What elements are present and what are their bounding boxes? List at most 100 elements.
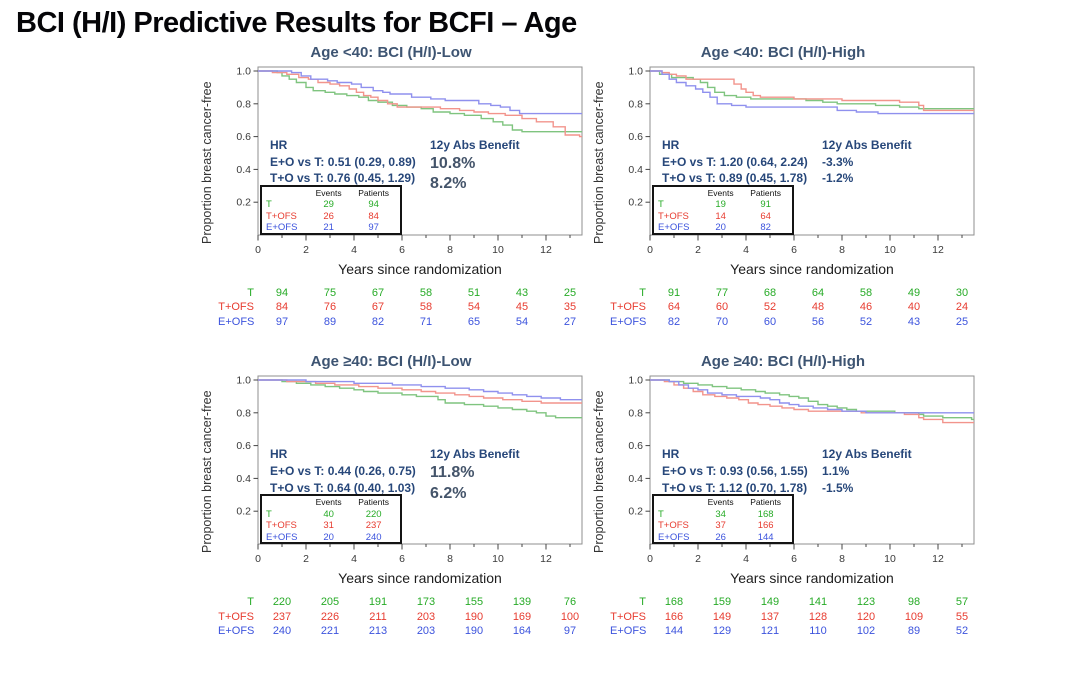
benefit-heading: 12y Abs Benefit bbox=[430, 447, 520, 462]
abs-benefit-annotation: 12y Abs Benefit 11.8% 6.2% bbox=[430, 446, 520, 504]
km-panel-age-lt40-high: Age <40: BCI (H/I)-High Proportion breas… bbox=[588, 44, 980, 330]
risk-count: 27 bbox=[563, 315, 577, 328]
panel-title: Age ≥40: BCI (H/I)-High bbox=[700, 353, 866, 371]
svg-text:0.2: 0.2 bbox=[236, 197, 251, 209]
y-axis-label: Proportion breast cancer-free bbox=[200, 391, 214, 554]
risk-count: 43 bbox=[515, 286, 529, 299]
inset-header-patients: Patients bbox=[358, 497, 389, 508]
km-plot-svg: 1.0 0.8 0.6 0.4 0.2 0 2 4 6 8 10 12 bbox=[236, 375, 583, 565]
svg-text:1.0: 1.0 bbox=[628, 375, 643, 387]
svg-text:12: 12 bbox=[932, 553, 944, 565]
svg-text:0.6: 0.6 bbox=[628, 440, 643, 452]
svg-text:0: 0 bbox=[647, 553, 653, 565]
svg-text:6: 6 bbox=[399, 553, 405, 565]
number-at-risk-table: T 91 77 68 64 58 49 30 T+OFS 64 60 52 48 46 40 24 E+OFS 8… bbox=[610, 286, 980, 330]
inset-row-label: E+OFS bbox=[658, 531, 690, 543]
risk-row-label: T bbox=[247, 286, 254, 299]
hr-line: E+O vs T: 0.51 (0.29, 0.89) bbox=[270, 154, 416, 169]
risk-count: 109 bbox=[904, 610, 924, 623]
risk-row-label: T+OFS bbox=[610, 301, 646, 314]
risk-count: 58 bbox=[859, 286, 873, 299]
events-patients-inset: Events Patients T 19 91 T+OFS 14 64 E+OF… bbox=[652, 184, 794, 235]
risk-count: 213 bbox=[368, 625, 388, 638]
risk-count: 203 bbox=[416, 610, 436, 623]
svg-text:0.8: 0.8 bbox=[628, 98, 643, 110]
risk-count: 71 bbox=[419, 315, 433, 328]
risk-count: 97 bbox=[275, 315, 289, 328]
risk-count: 190 bbox=[464, 625, 484, 638]
risk-count: 60 bbox=[715, 301, 729, 314]
svg-text:0.4: 0.4 bbox=[236, 164, 251, 176]
svg-text:0.8: 0.8 bbox=[236, 408, 251, 420]
risk-row-label: T bbox=[639, 596, 646, 609]
risk-count: 57 bbox=[955, 596, 969, 609]
risk-count: 144 bbox=[664, 625, 684, 638]
inset-header-events: Events bbox=[707, 497, 734, 508]
inset-header-events: Events bbox=[315, 187, 342, 198]
svg-text:0.2: 0.2 bbox=[628, 506, 643, 518]
risk-count: 49 bbox=[907, 286, 921, 299]
hr-line: E+O vs T: 0.44 (0.26, 0.75) bbox=[270, 464, 416, 479]
hr-line: T+O vs T: 0.89 (0.45, 1.78) bbox=[662, 171, 808, 186]
risk-count: 211 bbox=[369, 610, 387, 623]
risk-count: 76 bbox=[563, 596, 577, 609]
risk-count: 77 bbox=[715, 286, 729, 299]
svg-text:12: 12 bbox=[932, 244, 944, 256]
risk-count: 58 bbox=[419, 301, 433, 314]
panel-title: Age ≥40: BCI (H/I)-Low bbox=[310, 353, 472, 371]
risk-row-label: E+OFS bbox=[218, 315, 255, 328]
svg-text:0.2: 0.2 bbox=[628, 197, 643, 209]
panel-title: Age <40: BCI (H/I)-Low bbox=[310, 43, 472, 61]
number-at-risk-table: T 94 75 67 58 51 43 25 T+OFS 84 76 67 58 54 45 35 E+OFS 9… bbox=[218, 286, 588, 330]
risk-count: 102 bbox=[856, 625, 876, 638]
svg-text:0.6: 0.6 bbox=[236, 131, 251, 143]
risk-count: 168 bbox=[664, 596, 684, 609]
risk-count: 40 bbox=[907, 301, 921, 314]
risk-count: 43 bbox=[907, 315, 921, 328]
risk-count: 137 bbox=[760, 610, 780, 623]
risk-count: 52 bbox=[955, 625, 969, 638]
benefit-heading: 12y Abs Benefit bbox=[430, 137, 520, 152]
abs-benefit-annotation: 12y Abs Benefit -3.3% -1.2% bbox=[822, 137, 912, 187]
risk-count: 155 bbox=[464, 596, 484, 609]
hr-annotation: HR E+O vs T: 0.51 (0.29, 0.89) T+O vs T:… bbox=[270, 137, 416, 187]
hr-line: T+O vs T: 0.64 (0.40, 1.03) bbox=[270, 480, 416, 495]
risk-count: 173 bbox=[416, 596, 436, 609]
inset-row-label: T+OFS bbox=[658, 520, 689, 532]
svg-text:0.2: 0.2 bbox=[236, 506, 251, 518]
risk-row-label: T bbox=[247, 596, 254, 609]
inset-row-label: T bbox=[266, 199, 272, 211]
benefit-heading: 12y Abs Benefit bbox=[822, 447, 912, 462]
benefit-value: -3.3% bbox=[822, 154, 854, 169]
svg-text:4: 4 bbox=[743, 244, 749, 256]
risk-count: 48 bbox=[811, 301, 825, 314]
hr-line: E+O vs T: 1.20 (0.64, 2.24) bbox=[662, 154, 808, 169]
benefit-value: 10.8% bbox=[430, 154, 476, 172]
hr-annotation: HR E+O vs T: 0.93 (0.56, 1.55) T+O vs T:… bbox=[662, 446, 808, 496]
x-axis-label: Years since randomization bbox=[338, 260, 502, 277]
inset-header-patients: Patients bbox=[358, 187, 389, 198]
risk-count: 149 bbox=[712, 610, 732, 623]
svg-text:1.0: 1.0 bbox=[236, 375, 251, 387]
benefit-value: 1.1% bbox=[822, 464, 850, 479]
events-patients-inset: Events Patients T 34 168 T+OFS 37 166 E+… bbox=[652, 494, 794, 545]
panel-title: Age <40: BCI (H/I)-High bbox=[700, 43, 866, 61]
risk-count: 84 bbox=[275, 301, 289, 314]
inset-row-label: T+OFS bbox=[266, 520, 297, 532]
km-plot-svg: 1.0 0.8 0.6 0.4 0.2 0 2 4 6 8 10 12 bbox=[628, 65, 975, 256]
risk-count: 25 bbox=[563, 286, 577, 299]
risk-count: 169 bbox=[512, 610, 532, 623]
svg-text:10: 10 bbox=[884, 553, 896, 565]
benefit-value: 8.2% bbox=[430, 175, 467, 193]
risk-count: 54 bbox=[515, 315, 529, 328]
panel-grid: Age <40: BCI (H/I)-Low Proportion breast… bbox=[196, 44, 1080, 639]
benefit-value: 11.8% bbox=[430, 464, 475, 482]
svg-text:6: 6 bbox=[791, 553, 797, 565]
risk-row-label: T bbox=[639, 286, 646, 299]
svg-text:10: 10 bbox=[884, 244, 896, 256]
x-axis-label: Years since randomization bbox=[338, 570, 502, 587]
svg-text:0.6: 0.6 bbox=[236, 440, 251, 452]
hr-heading: HR bbox=[662, 137, 680, 152]
inset-header-events: Events bbox=[315, 497, 342, 508]
hr-line: T+O vs T: 0.76 (0.45, 1.29) bbox=[270, 171, 416, 186]
